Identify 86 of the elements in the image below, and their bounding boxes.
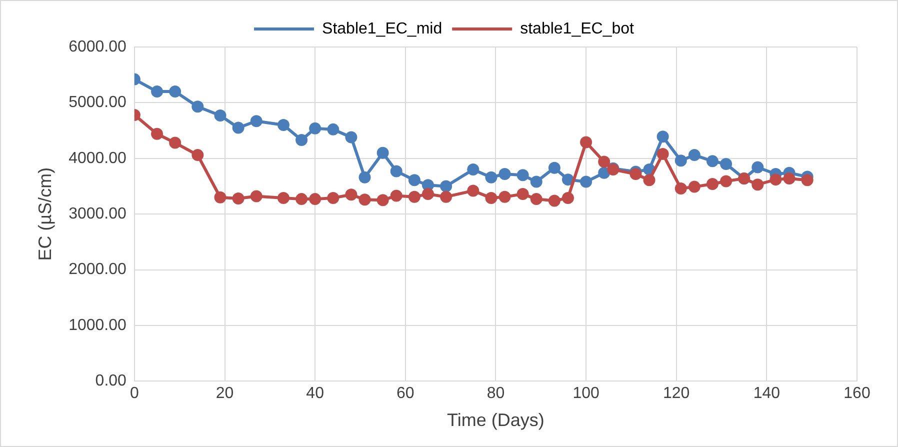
point bbox=[277, 192, 290, 204]
point bbox=[250, 115, 262, 128]
y-tick-label: 1000.00 bbox=[68, 316, 127, 334]
x-tick-label: 120 bbox=[663, 385, 690, 402]
point bbox=[151, 86, 164, 98]
point bbox=[467, 184, 480, 197]
point bbox=[498, 190, 511, 203]
point bbox=[562, 174, 574, 186]
point bbox=[801, 174, 814, 186]
point bbox=[580, 176, 592, 188]
point bbox=[752, 161, 764, 174]
point bbox=[309, 122, 322, 134]
x-tick-label: 20 bbox=[216, 385, 234, 402]
point bbox=[214, 110, 226, 122]
point bbox=[169, 136, 182, 149]
point bbox=[327, 192, 340, 204]
x-tick-label: 60 bbox=[396, 385, 414, 402]
point bbox=[706, 155, 718, 168]
point bbox=[720, 175, 732, 188]
point bbox=[656, 130, 669, 143]
point bbox=[376, 146, 389, 159]
x-tick-label: 0 bbox=[130, 385, 139, 402]
x-tick-label: 80 bbox=[486, 385, 505, 402]
point bbox=[151, 128, 164, 140]
x-axis-title: Time (Days) bbox=[447, 410, 544, 430]
point bbox=[390, 165, 402, 178]
point bbox=[345, 131, 358, 144]
legend-label: Stable1_EC_mid bbox=[322, 20, 442, 38]
point bbox=[232, 122, 244, 134]
point bbox=[598, 156, 610, 168]
x-tick-label: 160 bbox=[844, 385, 870, 402]
point bbox=[169, 86, 182, 98]
x-tick-label: 140 bbox=[753, 385, 780, 402]
point bbox=[516, 188, 529, 200]
y-axis-title: EC (µS/cm) bbox=[34, 167, 55, 261]
point bbox=[498, 168, 511, 180]
point bbox=[296, 193, 308, 206]
point bbox=[390, 190, 402, 202]
point bbox=[214, 191, 226, 204]
point bbox=[467, 164, 480, 176]
point bbox=[752, 178, 764, 191]
point bbox=[192, 100, 204, 113]
point bbox=[688, 149, 700, 162]
point bbox=[720, 158, 732, 170]
point bbox=[345, 188, 358, 201]
point bbox=[296, 134, 308, 146]
point bbox=[277, 118, 290, 131]
y-tick-label: 6000.00 bbox=[68, 38, 127, 56]
point bbox=[376, 194, 389, 206]
point bbox=[485, 171, 498, 184]
point bbox=[327, 123, 340, 136]
point bbox=[674, 154, 687, 167]
point bbox=[250, 190, 262, 202]
point bbox=[516, 169, 529, 182]
point bbox=[440, 180, 452, 192]
point bbox=[232, 192, 244, 205]
y-tick-label: 4000.00 bbox=[68, 150, 127, 167]
point bbox=[674, 182, 687, 194]
point bbox=[548, 162, 560, 174]
x-tick-label: 100 bbox=[572, 385, 600, 402]
point bbox=[358, 171, 371, 184]
point bbox=[562, 192, 574, 204]
point bbox=[530, 176, 542, 188]
point bbox=[643, 174, 656, 186]
point bbox=[309, 193, 322, 206]
point bbox=[548, 194, 560, 207]
point bbox=[358, 194, 371, 206]
y-tick-label: 5000.00 bbox=[68, 94, 127, 112]
x-tick-label: 40 bbox=[306, 385, 324, 402]
point bbox=[485, 192, 498, 204]
point bbox=[192, 149, 204, 162]
point bbox=[580, 136, 592, 148]
point bbox=[422, 188, 434, 200]
point bbox=[656, 148, 669, 160]
point bbox=[706, 178, 718, 190]
point bbox=[440, 190, 452, 203]
point bbox=[688, 180, 700, 193]
y-tick-label: 2000.00 bbox=[68, 261, 127, 278]
point bbox=[408, 174, 420, 186]
legend-label: stable1_EC_bot bbox=[520, 20, 635, 38]
point bbox=[530, 193, 542, 206]
point bbox=[408, 190, 420, 203]
point bbox=[783, 172, 796, 184]
y-tick-label: 3000.00 bbox=[68, 206, 127, 223]
point bbox=[770, 174, 782, 186]
y-tick-label: 0.00 bbox=[95, 372, 127, 390]
